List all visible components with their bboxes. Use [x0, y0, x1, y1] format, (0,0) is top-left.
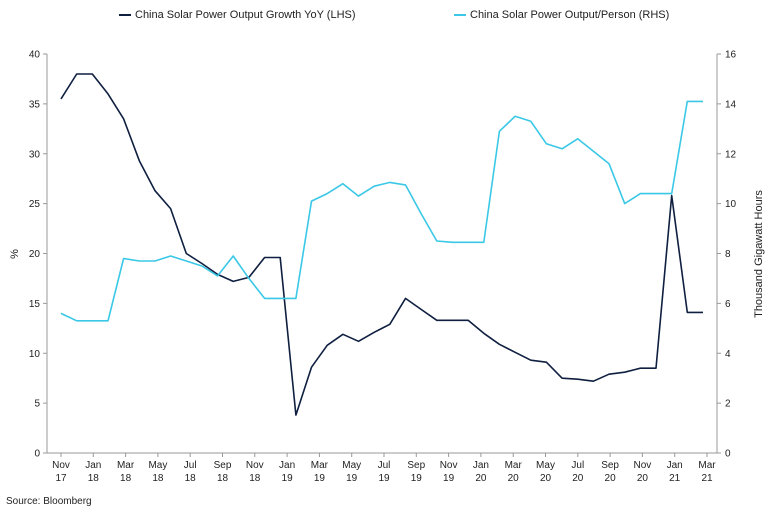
y-tick-label-right: 8 [725, 249, 731, 260]
series-lines [60, 73, 703, 416]
x-tick-label-month: Jul [378, 460, 391, 471]
x-tick-label-year: 18 [249, 473, 261, 484]
x-tick-label-year: 18 [217, 473, 229, 484]
y-tick-label-left: 10 [29, 349, 41, 360]
x-tick-label-year: 19 [314, 473, 326, 484]
x-tick-label-year: 18 [152, 473, 164, 484]
y-tick-label-right: 6 [725, 299, 731, 310]
x-tick-label-month: Sep [214, 460, 232, 471]
x-tick-label-month: May [342, 460, 361, 471]
y-tick-label-right: 2 [725, 399, 731, 410]
legend-item-rhs: China Solar Power Output/Person (RHS) [454, 9, 669, 21]
y-axis-title-right: Thousand Gigawatt Hours [753, 190, 765, 318]
x-tick-label-year: 19 [443, 473, 455, 484]
x-tick-label-year: 21 [669, 473, 681, 484]
y-tick-label-left: 30 [29, 149, 41, 160]
y-tick-label-right: 12 [725, 149, 737, 160]
y-tick-label-right: 14 [725, 99, 737, 110]
y-tick-label-right: 4 [725, 349, 731, 360]
y-tick-label-left: 15 [29, 299, 41, 310]
x-tick-label-month: May [148, 460, 167, 471]
x-tick-label-year: 19 [411, 473, 423, 484]
legend-label-rhs: China Solar Power Output/Person (RHS) [470, 9, 670, 21]
x-tick-label-month: Nov [634, 460, 652, 471]
x-tick-label-year: 20 [605, 473, 617, 484]
y-axis-title-left: % [9, 249, 21, 259]
x-tick-label-month: Mar [505, 460, 523, 471]
x-tick-label-month: Jan [473, 460, 489, 471]
x-tick-label-year: 18 [120, 473, 132, 484]
x-tick-label-month: Jul [571, 460, 584, 471]
y-tick-label-right: 16 [725, 50, 737, 61]
x-tick-label-month: Jul [184, 460, 197, 471]
x-tick-label-month: Nov [246, 460, 264, 471]
x-tick-label-month: Jan [85, 460, 101, 471]
y-tick-label-left: 25 [29, 199, 41, 210]
legend-swatch-lhs [119, 14, 131, 16]
x-tick-label-year: 21 [701, 473, 713, 484]
x-tick-label-month: Jan [667, 460, 683, 471]
source-note: Source: Bloomberg [6, 496, 92, 507]
x-tick-label-year: 18 [185, 473, 197, 484]
x-tick-label-month: Nov [52, 460, 70, 471]
legend-label-lhs: China Solar Power Output Growth YoY (LHS… [135, 9, 356, 21]
y-tick-label-right: 0 [725, 449, 731, 460]
x-tick-label-year: 17 [55, 473, 67, 484]
x-tick-label-year: 20 [475, 473, 487, 484]
x-tick-label-year: 18 [88, 473, 100, 484]
x-tick-label-month: Sep [407, 460, 425, 471]
y-tick-label-right: 10 [725, 199, 737, 210]
x-tick-label-month: Nov [440, 460, 458, 471]
x-tick-label-year: 19 [378, 473, 390, 484]
axes [43, 53, 721, 457]
y-tick-label-left: 0 [34, 449, 40, 460]
x-tick-label-month: Mar [117, 460, 135, 471]
x-tick-label-month: Mar [698, 460, 716, 471]
y-tick-label-left: 35 [29, 99, 41, 110]
x-tick-label-month: May [536, 460, 555, 471]
x-tick-label-year: 20 [572, 473, 584, 484]
x-tick-label-month: Mar [311, 460, 329, 471]
series-line-lhs [60, 73, 703, 416]
x-tick-label-year: 20 [637, 473, 649, 484]
x-tick-label-year: 19 [282, 473, 294, 484]
x-tick-label-year: 20 [508, 473, 520, 484]
x-tick-label-year: 20 [540, 473, 552, 484]
legend-item-lhs: China Solar Power Output Growth YoY (LHS… [119, 9, 356, 21]
y-tick-label-left: 20 [29, 249, 41, 260]
legend-swatch-rhs [454, 14, 466, 16]
x-tick-label-month: Jan [279, 460, 295, 471]
series-line-rhs [60, 100, 703, 322]
y-tick-label-left: 5 [34, 399, 40, 410]
x-tick-label-month: Sep [601, 460, 619, 471]
x-tick-label-year: 19 [346, 473, 358, 484]
tick-labels: 0 5 10 15 20 25 30 35 40 0 2 4 6 8 10 12 14 16 Nov 17 Jan 18 M… [29, 50, 737, 485]
y-tick-label-left: 40 [29, 50, 41, 61]
